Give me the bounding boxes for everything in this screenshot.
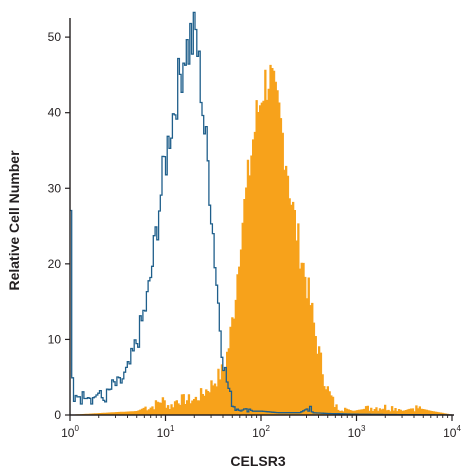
x-tick-label: 104 [443, 424, 461, 440]
x-tick-label: 102 [252, 424, 270, 440]
plot-series-group [70, 11, 453, 416]
x-axis-label: CELSR3 [230, 453, 285, 469]
filled-histogram-series [70, 64, 453, 416]
y-tick-label: 50 [48, 30, 62, 44]
y-tick-label: 10 [48, 332, 62, 346]
axes-group [65, 18, 454, 421]
x-tick-label: 100 [61, 424, 79, 440]
x-tick-label: 103 [348, 424, 366, 440]
x-tick-label: 101 [157, 424, 175, 440]
tick-labels-group: 0 10 20 30 40 50 100 101 102 103 104 [48, 30, 462, 440]
y-tick-label: 30 [48, 181, 62, 195]
y-tick-label: 20 [48, 257, 62, 271]
y-tick-label: 0 [54, 408, 61, 422]
y-axis-label: Relative Cell Number [6, 150, 22, 291]
y-tick-label: 40 [48, 106, 62, 120]
